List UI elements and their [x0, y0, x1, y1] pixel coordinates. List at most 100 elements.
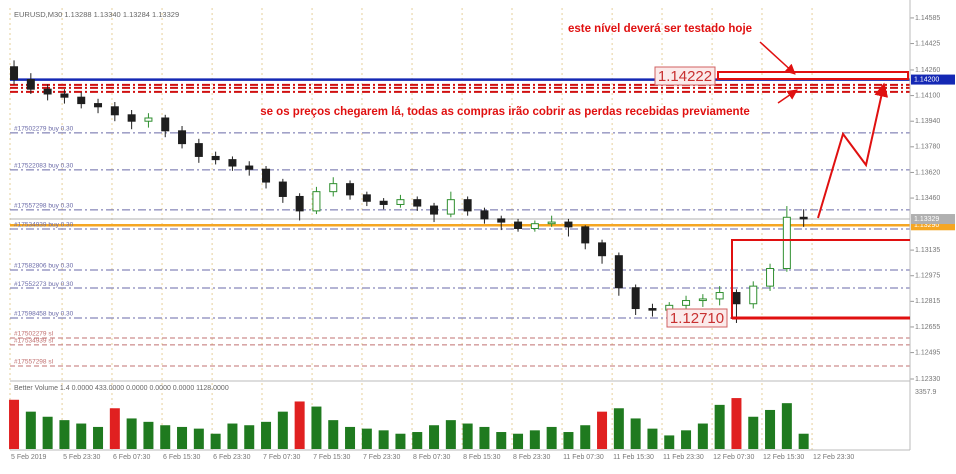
level-label: #17522083 buy 0.30	[14, 163, 74, 170]
volume-bar	[328, 420, 339, 449]
y-tick-label: 1.12655	[915, 324, 940, 331]
x-tick-label: 8 Feb 15:30	[463, 454, 500, 461]
x-tick-label: 6 Feb 23:30	[213, 454, 250, 461]
candle-body	[480, 210, 489, 220]
candle-body	[312, 191, 321, 212]
candle-body	[682, 300, 691, 306]
candle-body	[581, 226, 590, 244]
volume-bar	[160, 425, 171, 449]
candle-body	[749, 285, 758, 305]
marks-layer	[9, 60, 809, 449]
volume-bar	[361, 428, 372, 449]
annotation-arrow	[759, 41, 796, 75]
x-tick-label: 12 Feb 07:30	[713, 454, 754, 461]
level-label: #17557298 buy 0.30	[14, 203, 74, 210]
volume-bar	[345, 426, 356, 449]
volume-bar	[76, 423, 87, 449]
x-tick-label: 6 Feb 15:30	[163, 454, 200, 461]
candle-body	[530, 223, 539, 229]
y-tick-label: 1.12330	[915, 376, 940, 383]
volume-bar	[479, 426, 490, 449]
volume-bar	[664, 435, 675, 449]
volume-bar	[193, 428, 204, 449]
level-label: #17502279 sl	[14, 331, 54, 338]
symbol-header: EURUSD,M30 1.13288 1.13340 1.13284 1.133…	[14, 10, 179, 19]
candle-body	[10, 66, 19, 81]
price-box-label: 1.12710	[670, 310, 724, 327]
candle-body	[446, 199, 455, 215]
volume-bar	[378, 430, 389, 449]
volume-bar	[109, 408, 120, 449]
candle-body	[144, 117, 153, 122]
volume-bar	[9, 399, 20, 449]
volume-bar	[681, 430, 692, 449]
candle-body	[732, 292, 741, 305]
volume-bar	[462, 423, 473, 449]
level-label: #17598458 buy 0.30	[14, 311, 74, 318]
candle-body	[614, 255, 623, 289]
volume-tick-label: 3357.9	[915, 389, 937, 396]
candle-body	[161, 117, 170, 132]
volume-bar	[748, 416, 759, 449]
volume-bar	[513, 433, 524, 449]
x-tick-label: 11 Feb 15:30	[613, 454, 654, 461]
price-box	[666, 308, 728, 328]
volume-bar	[412, 432, 423, 449]
candle-body	[564, 221, 573, 228]
y-tick-label: 1.14585	[915, 15, 940, 22]
candle-body	[346, 183, 355, 196]
projection-arrow	[817, 82, 889, 219]
y-tick-label: 1.14260	[915, 67, 940, 74]
candle-body	[43, 88, 52, 95]
volume-bar	[697, 423, 708, 449]
candle-body	[547, 221, 556, 225]
y-tick-label: 1.13460	[915, 195, 940, 202]
candle-body	[463, 199, 472, 212]
volume-bar	[429, 425, 440, 449]
candle-body	[329, 183, 338, 193]
volume-bar	[395, 433, 406, 449]
volume-bar	[580, 425, 591, 449]
x-tick-label: 7 Feb 15:30	[313, 454, 350, 461]
candle-body	[413, 199, 422, 207]
candle-body	[430, 205, 439, 215]
y-tick-label: 1.14100	[915, 92, 940, 99]
y-tick-label: 1.12495	[915, 349, 940, 356]
candle-body	[766, 268, 775, 287]
target-zone	[717, 71, 909, 80]
volume-bar	[143, 421, 154, 449]
volume-bar	[294, 401, 305, 449]
x-tick-label: 12 Feb 23:30	[813, 454, 854, 461]
volume-bar	[244, 425, 255, 449]
y-tick-label: 1.13940	[915, 118, 940, 125]
x-tick-label: 7 Feb 23:30	[363, 454, 400, 461]
volume-bar	[529, 430, 540, 449]
x-tick-label: 7 Feb 07:30	[263, 454, 300, 461]
candle-body	[648, 308, 657, 311]
price-tag	[911, 74, 955, 85]
volume-bar	[597, 411, 608, 449]
level-label: #17502279 buy 0.30	[14, 126, 74, 133]
volume-bar	[630, 418, 641, 449]
volume-bar	[126, 418, 137, 449]
volume-bar	[210, 433, 221, 449]
candle-body	[782, 216, 791, 270]
volume-bar	[546, 426, 557, 449]
volume-bar	[765, 409, 776, 449]
candle-body	[379, 200, 388, 205]
x-tick-label: 5 Feb 2019	[11, 454, 47, 461]
volume-bar	[93, 426, 104, 449]
annotation: este nível deverá ser testado hoje	[568, 23, 752, 35]
price-tag	[911, 220, 955, 231]
x-tick-label: 5 Feb 23:30	[63, 454, 100, 461]
annotation: se os preços chegarem lá, todas as compr…	[260, 106, 750, 118]
volume-bar	[25, 411, 36, 449]
x-tick-label: 12 Feb 15:30	[763, 454, 804, 461]
level-label: #17552273 buy 0.30	[14, 281, 74, 288]
price-box-label: 1.14222	[658, 68, 712, 85]
candle-body	[698, 298, 707, 302]
y-tick-label: 1.13135	[915, 247, 940, 254]
candle-body	[26, 79, 35, 90]
price-tag-label: 1.14200	[914, 76, 939, 83]
